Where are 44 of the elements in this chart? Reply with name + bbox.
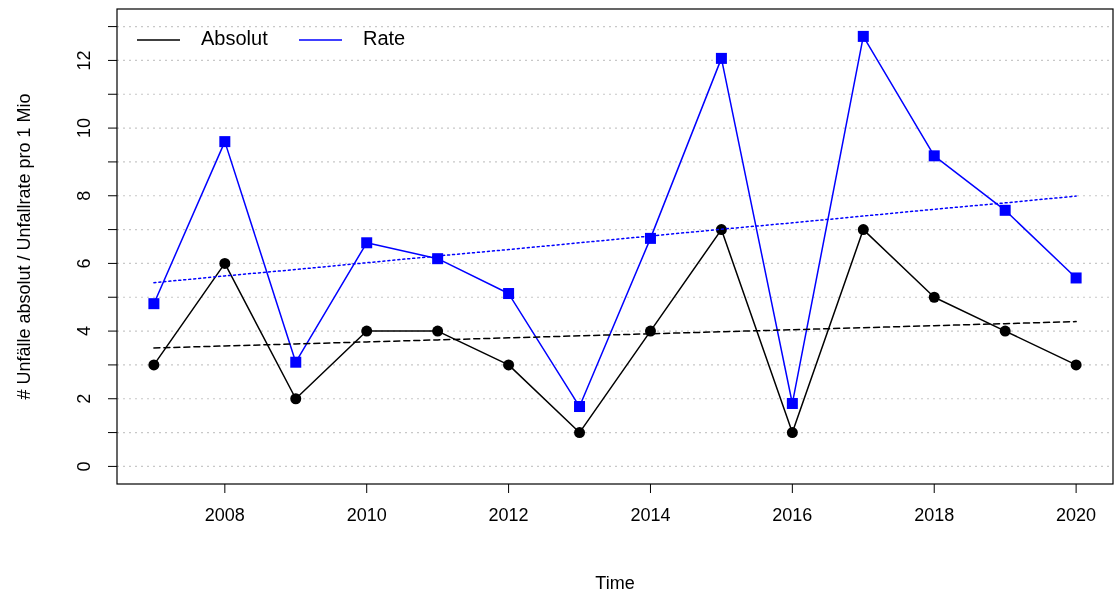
y-tick-label: 2 bbox=[73, 393, 94, 404]
y-tick-label: 10 bbox=[73, 118, 94, 139]
x-tick-label: 2020 bbox=[1056, 505, 1097, 525]
point bbox=[928, 150, 940, 162]
point bbox=[857, 30, 869, 42]
point bbox=[503, 359, 515, 371]
x-tick-label: 2016 bbox=[772, 505, 813, 525]
point bbox=[715, 52, 727, 64]
point bbox=[432, 325, 444, 337]
point bbox=[148, 298, 160, 310]
y-tick-label: 8 bbox=[73, 190, 94, 201]
point bbox=[432, 253, 444, 265]
legend-label: Absolut bbox=[201, 27, 269, 50]
point bbox=[361, 325, 373, 337]
point bbox=[574, 427, 586, 439]
point bbox=[290, 393, 302, 405]
point bbox=[574, 401, 586, 413]
point bbox=[148, 359, 160, 371]
point bbox=[361, 237, 373, 249]
x-tick-label: 2012 bbox=[488, 505, 529, 525]
x-axis-title: Time bbox=[595, 573, 635, 593]
point bbox=[1070, 359, 1082, 371]
point bbox=[644, 232, 656, 244]
y-tick-label: 4 bbox=[73, 326, 94, 337]
y-axis-title: # Unfälle absolut / Unfallrate pro 1 Mio bbox=[13, 93, 34, 400]
point bbox=[786, 397, 798, 409]
y-tick-label: 6 bbox=[73, 258, 94, 269]
point bbox=[290, 356, 302, 368]
point bbox=[857, 224, 869, 236]
x-tick-label: 2014 bbox=[630, 505, 671, 525]
point bbox=[1070, 272, 1082, 284]
point bbox=[219, 257, 231, 269]
point bbox=[219, 136, 231, 148]
point bbox=[999, 325, 1011, 337]
point bbox=[999, 204, 1011, 216]
y-tick-label: 12 bbox=[73, 50, 94, 71]
x-tick-label: 2018 bbox=[914, 505, 955, 525]
point bbox=[786, 427, 798, 439]
point bbox=[503, 288, 515, 300]
x-tick-label: 2008 bbox=[204, 505, 245, 525]
y-tick-label: 0 bbox=[73, 461, 94, 472]
legend-label: Rate bbox=[363, 27, 406, 50]
point bbox=[928, 291, 940, 303]
x-tick-label: 2010 bbox=[346, 505, 387, 525]
